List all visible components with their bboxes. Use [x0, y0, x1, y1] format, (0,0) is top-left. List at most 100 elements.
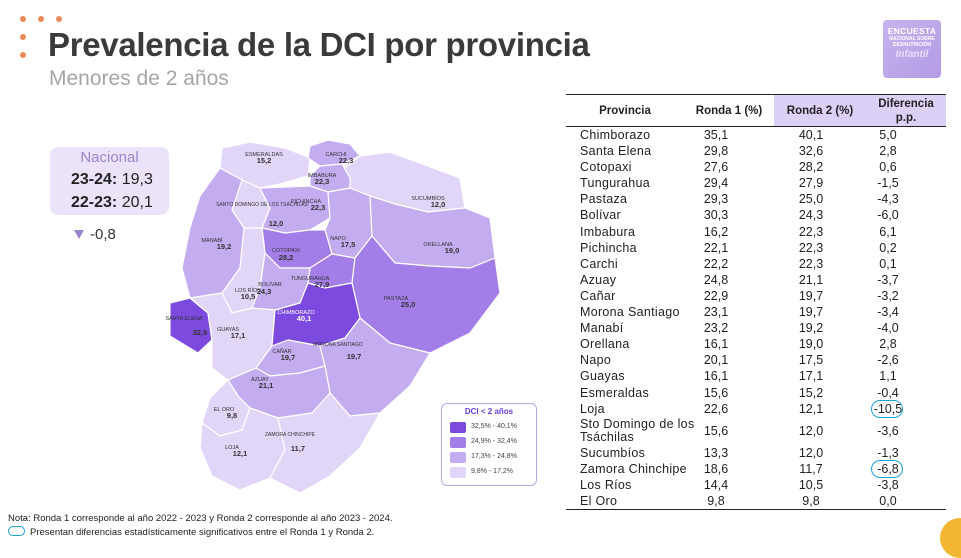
cell-ronda2: 28,2 — [798, 160, 824, 175]
header-ronda2: Ronda 2 (%) — [774, 95, 866, 126]
cell-ronda2: 19,7 — [798, 288, 824, 303]
table-row: Los Ríos 14,4 10,5 -3,8 — [566, 477, 946, 493]
svg-text:19,2: 19,2 — [217, 242, 232, 251]
map-label-canar: CAÑAR — [272, 348, 291, 355]
table-row: Sucumbíos 13,3 12,0 -1,3 — [566, 445, 946, 461]
header-ronda1: Ronda 1 (%) — [695, 104, 763, 117]
map-label-santa-elena: SANTA ELENA — [165, 316, 203, 322]
cell-diferencia: -1,5 — [877, 176, 899, 191]
cell-provincia: Los Ríos — [580, 477, 632, 492]
page-title: Prevalencia de la DCI por provincia — [48, 26, 590, 63]
cell-ronda1: 20,1 — [703, 353, 729, 368]
cell-provincia: Cañar — [580, 288, 616, 303]
cell-diferencia: 6,1 — [879, 224, 897, 239]
cell-provincia: Azuay — [580, 272, 617, 287]
table-row: El Oro 9,8 9,8 0,0 — [566, 493, 946, 509]
table-row: Pichincha 22,1 22,3 0,2 — [566, 240, 946, 256]
map-label-imbabura: IMBABURA — [308, 173, 337, 179]
table-body: Chimborazo 35,1 40,1 5,0 Santa Elena 29,8 32,6… — [566, 127, 946, 509]
cell-provincia: Orellana — [580, 337, 630, 352]
legend-swatch — [450, 437, 466, 448]
cell-ronda2: 12,1 — [798, 401, 824, 416]
decorative-dots — [20, 16, 68, 66]
legend-item: 32,5% - 40,1% — [450, 422, 528, 433]
cell-ronda2: 24,3 — [798, 208, 824, 223]
svg-text:22,3: 22,3 — [311, 203, 326, 212]
cell-diferencia: -4,0 — [877, 321, 899, 336]
cell-ronda2: 17,5 — [798, 353, 824, 368]
cell-ronda1: 27,6 — [703, 160, 729, 175]
svg-text:21,1: 21,1 — [259, 381, 274, 390]
corner-decoration — [940, 518, 961, 558]
svg-text:10,5: 10,5 — [241, 292, 256, 301]
map-label-guayas: GUAYAS — [217, 327, 239, 333]
svg-text:12,1: 12,1 — [233, 449, 248, 458]
cell-ronda2: 11,7 — [799, 461, 823, 476]
cell-ronda1: 22,1 — [703, 240, 729, 255]
cell-ronda1: 22,9 — [703, 288, 729, 303]
cell-ronda2: 21,1 — [798, 272, 824, 287]
cell-provincia: Chimborazo — [580, 128, 651, 142]
map-label-orellana: ORELLANA — [423, 242, 453, 248]
map-label-los-rios: LOS RÍOS — [235, 287, 261, 294]
header-diferencia: Diferencia p.p. — [866, 95, 946, 126]
table-row: Chimborazo 35,1 40,1 5,0 — [566, 127, 946, 143]
cell-ronda2: 19,7 — [798, 305, 824, 320]
table-row: Carchi 22,2 22,3 0,1 — [566, 256, 946, 272]
cell-ronda1: 29,3 — [703, 192, 729, 207]
legend-swatch — [450, 422, 466, 433]
map-label-morona: MORONA SANTIAGO — [313, 342, 363, 348]
significance-ring — [871, 399, 903, 418]
map-label-esmeraldas: ESMERALDAS — [245, 152, 283, 158]
cell-diferencia: -3,2 — [877, 288, 899, 303]
svg-text:40,1: 40,1 — [297, 314, 312, 323]
cell-diferencia: 2,8 — [879, 337, 897, 352]
cell-ronda2: 17,1 — [798, 369, 824, 384]
cell-diferencia: -3,7 — [877, 272, 899, 287]
cell-ronda1: 23,2 — [703, 321, 729, 336]
cell-provincia: Cotopaxi — [580, 160, 632, 175]
cell-diferencia: 5,0 — [879, 128, 897, 142]
map-region-zamora — [269, 392, 381, 494]
cell-provincia: Bolívar — [580, 208, 622, 223]
map-label-chimborazo: CHIMBORAZO — [277, 310, 315, 316]
table-row: Imbabura 16,2 22,3 6,1 — [566, 224, 946, 240]
table-row: Guayas 16,1 17,1 1,1 — [566, 368, 946, 384]
cell-diferencia: -3,6 — [877, 423, 899, 438]
table-row: Azuay 24,8 21,1 -3,7 — [566, 272, 946, 288]
header-provincia: Provincia — [599, 104, 651, 117]
cell-ronda2: 25,0 — [798, 192, 824, 207]
legend-item: 9,8% - 17,2% — [450, 467, 528, 478]
page-subtitle: Menores de 2 años — [49, 67, 229, 90]
cell-provincia: Esmeraldas — [580, 385, 649, 400]
table-row: Esmeraldas 15,6 15,2 -0,4 — [566, 385, 946, 401]
map-label-azuay: AZUAY — [251, 377, 269, 383]
svg-text:19,0: 19,0 — [445, 246, 460, 255]
cell-ronda2: 12,0 — [798, 423, 824, 438]
cell-diferencia: 1,1 — [879, 369, 897, 384]
cell-ronda1: 15,6 — [703, 385, 729, 400]
svg-text:9,8: 9,8 — [227, 411, 237, 420]
table-row: Bolívar 30,3 24,3 -6,0 — [566, 207, 946, 223]
table-row: Manabí 23,2 19,2 -4,0 — [566, 320, 946, 336]
table-row: Loja 22,6 12,1 -10,5 — [566, 399, 946, 418]
table-row: Morona Santiago 23,1 19,7 -3,4 — [566, 304, 946, 320]
cell-provincia: Carchi — [580, 256, 618, 271]
svg-text:22,3: 22,3 — [339, 156, 354, 165]
svg-text:25,0: 25,0 — [401, 300, 416, 309]
cell-provincia: Manabí — [580, 321, 624, 336]
svg-text:11,7: 11,7 — [291, 444, 305, 453]
cell-ronda1: 16,1 — [703, 369, 729, 384]
significance-marker-icon — [8, 526, 25, 536]
map-label-pastaza: PASTAZA — [384, 296, 409, 302]
map-label-carchi: CARCHI — [325, 152, 347, 158]
cell-ronda1: 18,6 — [703, 461, 729, 476]
map-label-pichincha: PICHINCHA — [291, 199, 322, 205]
cell-ronda1: 24,8 — [703, 272, 729, 287]
cell-provincia: Zamora Chinchipe — [580, 461, 687, 476]
svg-text:27,9: 27,9 — [315, 280, 330, 289]
legend-title: DCI < 2 años — [464, 407, 514, 416]
map-label-tungurahua: TUNGURAHUA — [291, 276, 330, 282]
cell-ronda2: 22,3 — [798, 240, 824, 255]
map-label-el-oro: EL ORO — [214, 407, 235, 413]
